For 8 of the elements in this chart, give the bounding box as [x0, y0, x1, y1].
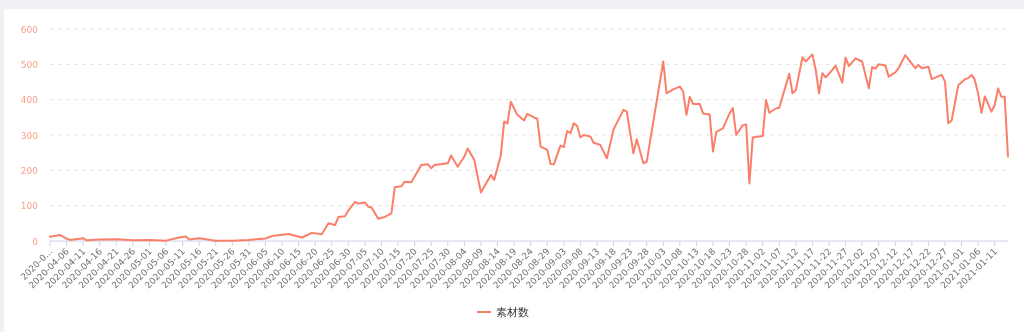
y-tick-label: 500: [20, 59, 39, 70]
legend-label: 素材数: [496, 306, 529, 319]
y-tick-label: 100: [20, 201, 39, 212]
y-tick-label: 600: [20, 24, 39, 35]
y-tick-label: 300: [20, 130, 39, 141]
y-tick-label: 200: [20, 165, 39, 176]
y-tick-label: 0: [32, 236, 39, 247]
y-tick-label: 400: [20, 95, 39, 106]
